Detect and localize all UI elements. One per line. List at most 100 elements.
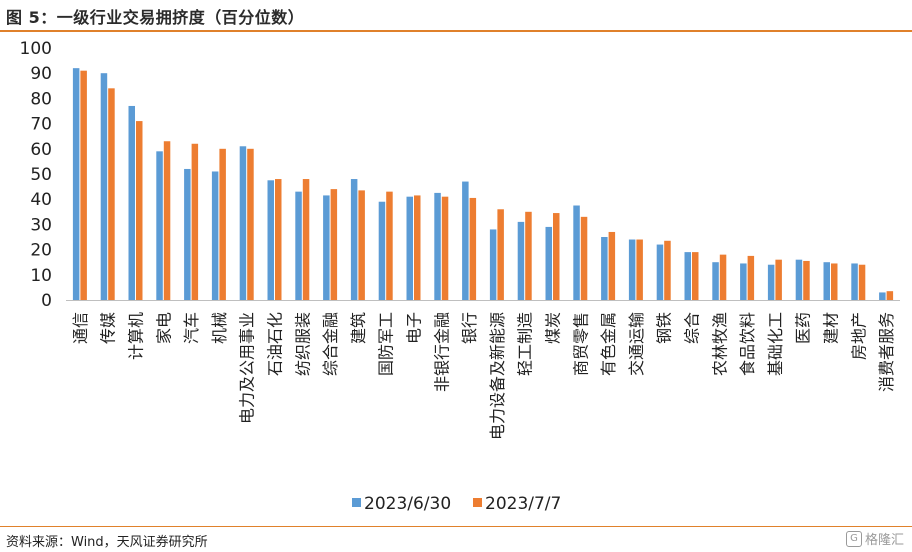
bar-series-1: [72, 68, 80, 300]
bar-series-2: [441, 196, 449, 300]
bar-series-2: [108, 88, 115, 300]
legend: 2023/6/30 2023/7/7: [352, 494, 561, 514]
bar-series-2: [191, 143, 199, 300]
x-tick-label: 交通运输: [627, 312, 646, 376]
legend-swatch: [352, 498, 361, 507]
y-tick-label: 40: [30, 190, 52, 210]
bar-series-1: [851, 263, 858, 300]
bar-series-1: [767, 264, 775, 300]
x-tick-label: 房地产: [849, 312, 868, 360]
y-tick-label: 20: [30, 241, 52, 261]
bar-chart: 0 10 20 30 40 50 60 70 80 90 100 通信 传媒 计算机 家电 汽车 机械 电力及公…: [20, 39, 900, 514]
bar-series-2: [747, 255, 755, 300]
bar-series-1: [156, 151, 163, 300]
bar-series-2: [386, 191, 393, 300]
bar-series-1: [601, 237, 608, 300]
legend-label: 2023/6/30: [364, 494, 451, 514]
bar-series-1: [406, 196, 413, 300]
y-tick-label: 60: [30, 140, 52, 160]
x-tick-label: 建材: [822, 312, 841, 344]
source-note: 资料来源：Wind，天风证券研究所: [6, 535, 208, 550]
bar-series-1: [879, 292, 886, 300]
bar-series-1: [434, 192, 441, 300]
x-tick-label: 农林牧渔: [710, 312, 729, 376]
x-tick-label: 非银行金融: [432, 312, 451, 392]
y-tick-label: 70: [30, 115, 52, 135]
bar-series-2: [525, 211, 532, 300]
bar-series-1: [128, 105, 135, 301]
x-tick-label: 基础化工: [766, 312, 785, 376]
chart-title: 图 5：一级行业交易拥挤度（百分位数）: [6, 8, 305, 27]
bar-series-2: [886, 291, 894, 300]
bar-series-2: [803, 260, 810, 300]
bar-series-1: [628, 239, 636, 300]
bar-series-2: [358, 190, 365, 300]
y-tick-label: 90: [30, 64, 52, 84]
y-tick-label: 100: [20, 39, 52, 59]
x-tick-label: 消费者服务: [877, 312, 896, 392]
bar-series-2: [330, 189, 338, 300]
bar-series-2: [692, 252, 699, 300]
bar-series-1: [656, 244, 664, 300]
x-tick-label: 通信: [71, 312, 90, 344]
x-tick-label: 食品饮料: [738, 312, 757, 376]
bar-series-2: [553, 213, 560, 300]
bar-series-2: [414, 195, 421, 300]
bar-series-2: [275, 179, 282, 300]
y-tick-label: 80: [30, 89, 52, 109]
watermark-logo-icon: G: [845, 530, 862, 547]
bar-series-2: [80, 70, 87, 301]
y-axis: 0 10 20 30 40 50 60 70 80 90 100: [20, 39, 52, 311]
x-tick-label: 综合金融: [321, 312, 340, 376]
bar-series-1: [267, 180, 274, 300]
watermark: G 格隆汇: [845, 529, 904, 548]
bar-series-2: [775, 259, 782, 300]
bar-series-2: [163, 141, 171, 300]
bar-series-2: [136, 121, 143, 300]
x-tick-label: 电力及公用事业: [238, 312, 257, 424]
x-tick-label: 计算机: [127, 312, 146, 360]
watermark-text: 格隆汇: [864, 533, 904, 548]
bar-series-1: [295, 191, 302, 300]
bar-series-2: [219, 148, 226, 300]
x-tick-label: 家电: [154, 312, 173, 344]
legend-label: 2023/7/7: [485, 494, 561, 514]
x-tick-label: 电力设备及新能源: [488, 312, 507, 440]
x-tick-label: 银行: [460, 312, 479, 344]
footer-rule: [0, 526, 912, 527]
x-tick-label: 国防军工: [377, 312, 396, 376]
x-tick-label: 机械: [210, 312, 229, 344]
bar-series-1: [462, 181, 469, 300]
bar-series-2: [608, 231, 616, 300]
bar-series-1: [211, 171, 219, 300]
bar-series-1: [795, 259, 803, 300]
bar-series-2: [247, 148, 254, 300]
bar-series-2: [302, 179, 310, 300]
x-tick-label: 电子: [405, 312, 424, 344]
bar-series-2: [636, 239, 643, 300]
x-tick-label: 纺织服装: [293, 312, 312, 376]
bar-series-1: [100, 73, 108, 300]
bar-series-1: [323, 195, 330, 300]
bar-series-1: [823, 262, 830, 300]
bar-series-1: [684, 252, 691, 300]
y-tick-label: 0: [41, 291, 52, 311]
x-tick-label: 汽车: [182, 312, 201, 344]
title-rule: [0, 30, 912, 32]
bar-series-2: [858, 264, 866, 300]
legend-swatch: [473, 498, 482, 507]
bar-series-1: [517, 221, 525, 300]
x-tick-label: 有色金属: [599, 312, 618, 376]
x-tick-label: 医药: [794, 312, 813, 344]
bar-series-1: [740, 263, 747, 300]
bar-series-1: [489, 229, 497, 300]
x-tick-label: 建筑: [349, 312, 368, 344]
x-tick-label: 商贸零售: [571, 312, 590, 376]
bar-series-1: [239, 146, 247, 300]
x-tick-label: 综合: [683, 312, 702, 344]
y-tick-label: 50: [30, 165, 52, 185]
x-tick-label: 传媒: [99, 312, 118, 344]
x-tick-label: 钢铁: [655, 312, 674, 344]
bars: [72, 68, 894, 301]
y-tick-label: 10: [30, 266, 52, 286]
